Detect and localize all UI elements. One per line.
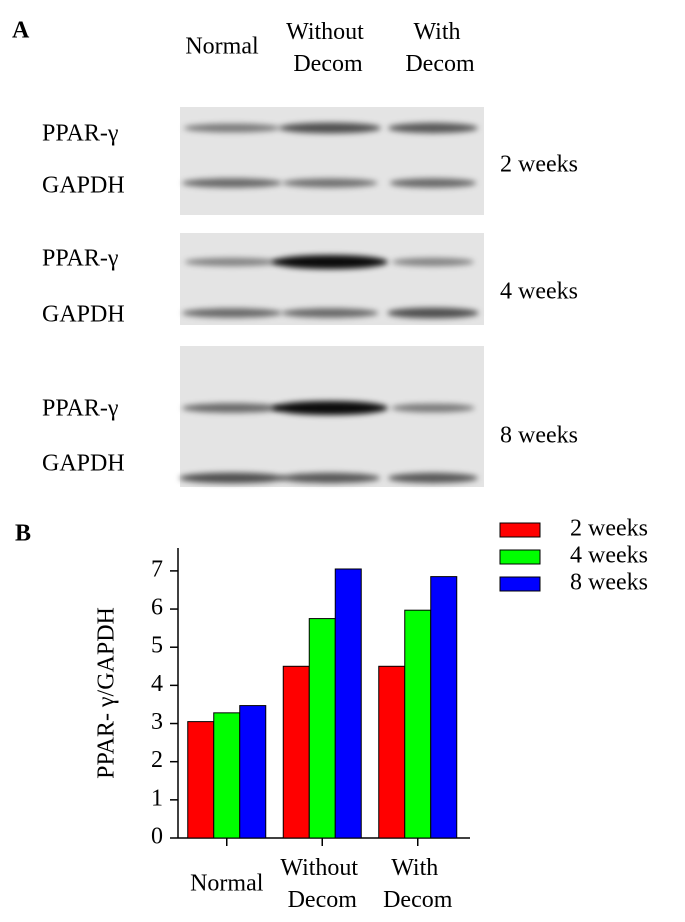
blot-band <box>272 255 388 269</box>
blot-band <box>387 307 479 319</box>
row-label: PPAR-γ <box>42 121 119 147</box>
bar <box>239 705 267 839</box>
blot-band <box>184 257 280 267</box>
y-tick-label: 6 <box>151 595 163 621</box>
blot-band <box>391 257 475 267</box>
time-label: 8 weeks <box>500 423 578 449</box>
y-tick-label: 4 <box>151 671 163 697</box>
y-tick-label: 3 <box>151 709 163 735</box>
legend-swatch <box>499 576 541 592</box>
blot-band <box>391 403 475 413</box>
y-tick-label: 7 <box>151 556 163 582</box>
legend-label: 4 weeks <box>570 543 648 569</box>
row-label: GAPDH <box>42 451 125 477</box>
row-label: PPAR-γ <box>42 396 119 422</box>
blot-band <box>282 178 378 188</box>
panel-label: B <box>15 521 31 547</box>
bar <box>187 721 215 839</box>
blot-band <box>183 123 281 133</box>
blot-band <box>181 403 283 413</box>
blot-band <box>278 122 382 134</box>
bar <box>334 568 362 839</box>
x-tick-label: With Decom <box>383 855 453 913</box>
blot-band <box>281 308 379 318</box>
legend-label: 2 weeks <box>570 516 648 542</box>
bar <box>404 609 432 839</box>
bar <box>213 712 241 839</box>
blot-band <box>389 178 477 188</box>
blot-band <box>179 472 285 484</box>
y-tick-label: 2 <box>151 747 163 773</box>
x-tick-label: Normal <box>190 871 264 897</box>
time-label: 2 weeks <box>500 152 578 178</box>
bar <box>430 576 458 839</box>
bar <box>378 665 406 839</box>
y-tick-label: 0 <box>151 824 163 850</box>
y-axis-label: PPAR- γ/GAPDH <box>94 607 120 779</box>
column-header: Normal <box>185 34 259 60</box>
blot-band <box>181 178 283 188</box>
blot-band <box>388 472 478 484</box>
legend-label: 8 weeks <box>570 570 648 596</box>
bar <box>308 618 336 839</box>
blot-band <box>181 308 283 318</box>
x-tick-label: Without Decom <box>280 855 364 913</box>
blot-band <box>279 472 381 484</box>
row-label: GAPDH <box>42 173 125 199</box>
y-tick-label: 5 <box>151 633 163 659</box>
blot-band <box>388 122 478 134</box>
row-label: PPAR-γ <box>42 246 119 272</box>
y-tick-label: 1 <box>151 785 163 811</box>
blot-image <box>180 346 484 487</box>
blot-band <box>272 401 388 415</box>
bar <box>282 665 310 839</box>
column-header: Without Decom <box>286 19 370 77</box>
column-header: With Decom <box>405 19 475 77</box>
panel-label: A <box>12 18 30 44</box>
legend-swatch <box>499 522 541 538</box>
blot-panel: Normal Without Decom With Decom PPAR-γ GAPDH… <box>42 19 578 487</box>
legend-swatch <box>499 549 541 565</box>
row-label: GAPDH <box>42 302 125 328</box>
time-label: 4 weeks <box>500 279 578 305</box>
bar-chart: 0 1 2 3 4 5 6 7 PPAR- γ/GAPDH Normal Without Decom… <box>94 516 648 913</box>
